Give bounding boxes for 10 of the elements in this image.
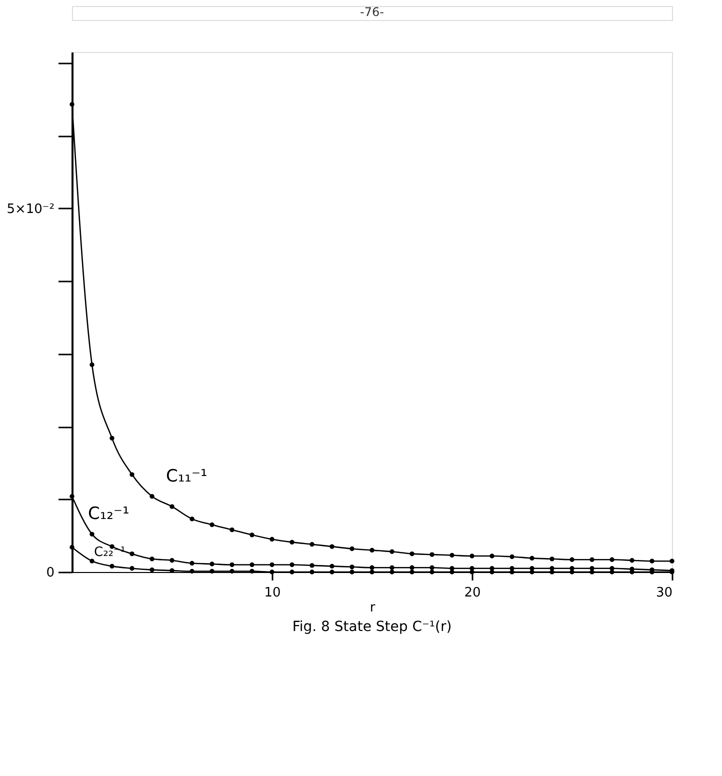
series-label: C₁₁⁻¹	[166, 466, 208, 486]
x-axis-title: r	[370, 600, 376, 616]
x-tick-label: 20	[464, 586, 481, 600]
text: Fig. 8 State Step C⁻¹(r)	[292, 619, 452, 635]
y-tick-label: 5×10⁻²	[6, 202, 54, 217]
y-tick-label: 0	[46, 566, 54, 580]
text: -76-	[360, 5, 384, 19]
x-tick-label: 10	[264, 586, 281, 600]
series-label: C₁₂⁻¹	[88, 504, 130, 524]
x-tick-label: 30	[656, 586, 672, 600]
